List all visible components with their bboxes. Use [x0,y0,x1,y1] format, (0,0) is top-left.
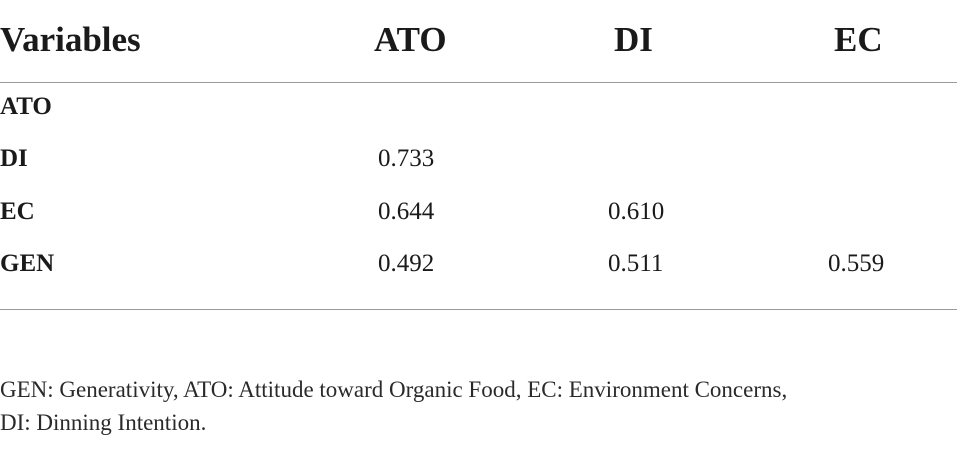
footnote-line: DI: Dinning Intention. [0,410,207,435]
table-cell: 0.492 [378,250,435,277]
table-cell: 0.644 [378,198,435,225]
table-cell: 0.733 [378,145,435,172]
table-row-di: DI 0.733 [0,144,957,174]
header-variables: Variables [0,20,141,59]
table-row-ato: ATO [0,92,957,122]
table-cell: 0.511 [608,250,664,277]
table-cell: 0.610 [608,198,665,225]
row-label: GEN [0,250,55,277]
table-header-row: Variables ATO DI EC [0,0,957,83]
row-label: ATO [0,93,52,120]
table-row-gen: GEN 0.492 0.511 0.559 [0,249,957,279]
table-footnote: GEN: Generativity, ATO: Attitude toward … [0,373,950,439]
header-di: DI [614,20,653,59]
table-cell: 0.559 [828,250,885,277]
footnote-line: GEN: Generativity, ATO: Attitude toward … [0,377,788,402]
correlation-table: Variables ATO DI EC ATO DI 0.733 EC 0.64… [0,0,957,310]
row-label: EC [0,198,35,225]
row-label: DI [0,145,28,172]
header-ec: EC [834,20,883,59]
table-row-ec: EC 0.644 0.610 [0,197,957,227]
header-ato: ATO [374,20,447,59]
table-body: ATO DI 0.733 EC 0.644 0.610 GEN 0.492 0.… [0,83,957,310]
